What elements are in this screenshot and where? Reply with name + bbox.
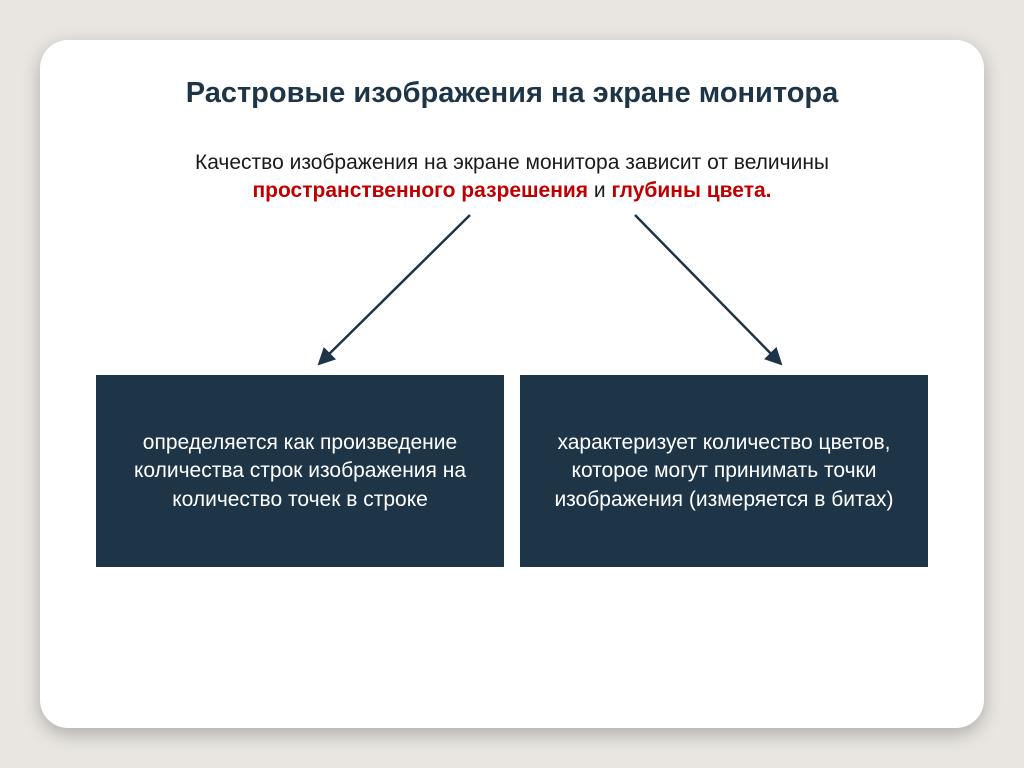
slide-title: Растровые изображения на экране монитора [90,76,934,111]
subtitle-part-1: Качество изображения на экране монитора … [195,151,829,174]
box-right-text: характеризует количество цветов, которое… [542,429,906,514]
box-left-text: определяется как произведение количества… [118,429,482,514]
arrow-right [635,215,780,363]
box-color-depth: характеризует количество цветов, которое… [520,375,928,567]
subtitle-highlight-2: глубины цвета. [611,179,771,202]
arrows-svg [90,205,934,375]
slide-subtitle: Качество изображения на экране монитора … [102,149,922,206]
box-spatial-resolution: определяется как произведение количества… [96,375,504,567]
slide-card: Растровые изображения на экране монитора… [40,40,984,728]
subtitle-part-and: и [588,179,611,202]
arrow-zone [90,205,934,375]
subtitle-highlight-1: пространственного разрешения [252,179,588,202]
arrow-left [320,215,470,363]
definition-boxes: определяется как произведение количества… [90,375,934,567]
